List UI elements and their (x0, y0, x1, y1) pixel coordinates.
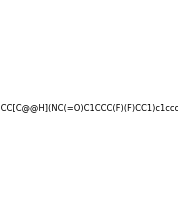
Text: O=CC[C@@H](NC(=O)C1CCC(F)(F)CC1)c1ccccc1: O=CC[C@@H](NC(=O)C1CCC(F)(F)CC1)c1ccccc1 (0, 104, 178, 113)
